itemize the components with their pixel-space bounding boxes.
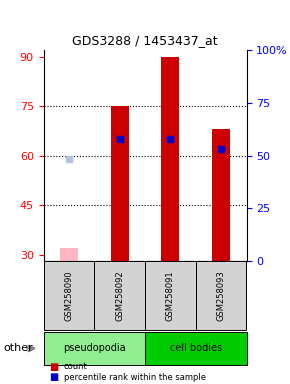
- Title: GDS3288 / 1453437_at: GDS3288 / 1453437_at: [72, 34, 218, 47]
- Text: other: other: [3, 343, 33, 354]
- Text: percentile rank within the sample: percentile rank within the sample: [64, 373, 206, 382]
- Text: cell bodies: cell bodies: [170, 343, 222, 354]
- Text: GSM258090: GSM258090: [64, 270, 73, 321]
- Text: GSM258092: GSM258092: [115, 270, 124, 321]
- Text: ■: ■: [49, 372, 59, 382]
- Text: count: count: [64, 362, 88, 371]
- Text: ■: ■: [49, 383, 59, 384]
- Text: ■: ■: [49, 362, 59, 372]
- Bar: [162, 56, 179, 261]
- Text: pseudopodia: pseudopodia: [63, 343, 126, 354]
- Bar: [111, 106, 128, 261]
- Text: GSM258091: GSM258091: [166, 270, 175, 321]
- Bar: [212, 129, 230, 261]
- Text: GSM258093: GSM258093: [217, 270, 226, 321]
- Bar: [60, 248, 78, 261]
